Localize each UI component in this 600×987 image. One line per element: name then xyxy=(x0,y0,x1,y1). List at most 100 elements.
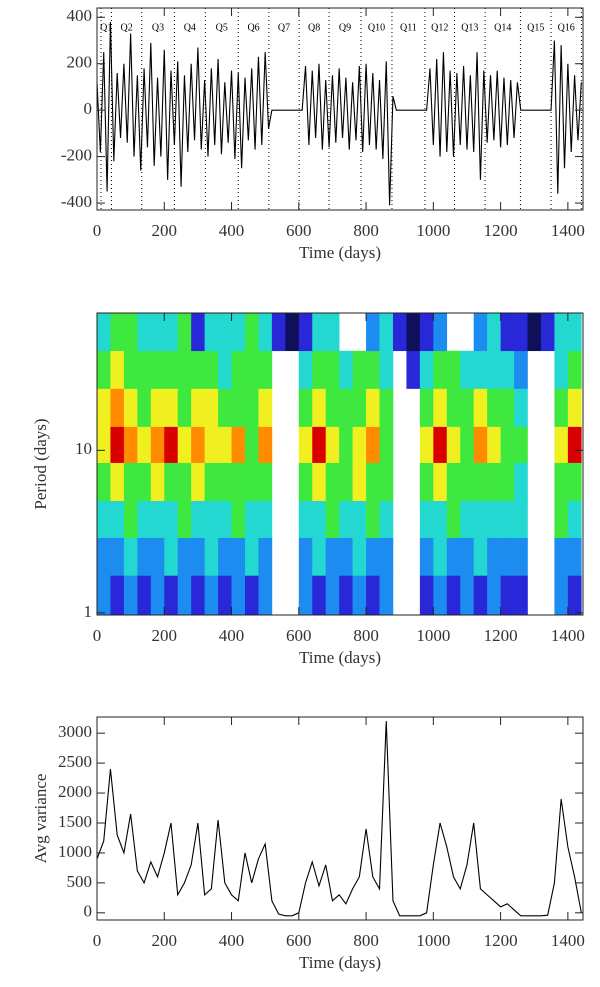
plot-frame xyxy=(96,716,584,921)
heat-cell xyxy=(218,537,232,576)
heat-cell xyxy=(218,350,232,389)
heat-cell xyxy=(554,426,569,463)
heat-cell xyxy=(312,575,327,616)
heat-cell xyxy=(379,350,394,389)
heat-cell xyxy=(191,426,205,463)
x-tick-label: 800 xyxy=(353,626,379,645)
heat-cell xyxy=(298,537,313,576)
heat-cell xyxy=(554,500,569,539)
heat-cell xyxy=(366,500,380,539)
heat-cell xyxy=(137,313,152,352)
heat-cell xyxy=(218,500,232,539)
heat-cell xyxy=(123,388,138,427)
heat-cell xyxy=(500,537,515,576)
heat-cell xyxy=(433,575,448,616)
heat-cell xyxy=(487,388,501,427)
quarter-label: Q8 xyxy=(308,22,320,33)
heat-cell xyxy=(567,575,582,616)
heat-cell xyxy=(500,575,515,616)
heat-cell xyxy=(191,313,205,352)
heat-cell xyxy=(514,462,528,501)
heat-cell xyxy=(150,313,165,352)
y-tick-label: 200 xyxy=(67,53,93,72)
heat-cell xyxy=(567,426,582,463)
heat-cell xyxy=(298,313,313,352)
heat-cell xyxy=(137,575,152,616)
heat-cell xyxy=(339,537,353,576)
heat-cell xyxy=(177,313,192,352)
x-tick-label: 600 xyxy=(286,931,312,950)
heat-cell xyxy=(379,575,394,616)
heat-cell xyxy=(97,350,111,389)
heat-cell xyxy=(446,426,461,463)
heat-cell xyxy=(258,500,273,539)
heat-cell xyxy=(97,537,111,576)
heat-cell xyxy=(137,388,152,427)
quarter-label: Q13 xyxy=(461,22,478,33)
heat-cell xyxy=(150,388,165,427)
y-tick-label: 2500 xyxy=(58,752,92,771)
plot-frame xyxy=(96,7,584,211)
heat-cell xyxy=(325,462,340,501)
y-tick-label: 2000 xyxy=(58,782,92,801)
heat-cell xyxy=(312,537,327,576)
heat-cell xyxy=(500,500,515,539)
heat-cell xyxy=(379,388,394,427)
heat-cell xyxy=(298,462,313,501)
heat-cell xyxy=(433,350,448,389)
y-tick-label: 0 xyxy=(84,99,93,118)
y-tick-label: 10 xyxy=(75,439,92,458)
heat-cell xyxy=(325,388,340,427)
heat-cell xyxy=(271,313,286,352)
x-tick-label: 1200 xyxy=(484,931,518,950)
heat-cell xyxy=(244,537,259,576)
x-axis-label: Time (days) xyxy=(299,953,381,972)
quarter-label: Q4 xyxy=(184,22,196,33)
heat-cell xyxy=(366,575,380,616)
x-tick-label: 1400 xyxy=(551,626,585,645)
heat-cell xyxy=(514,426,528,463)
x-tick-label: 0 xyxy=(93,626,102,645)
heat-cell xyxy=(218,462,232,501)
heat-cell xyxy=(366,426,380,463)
x-tick-label: 600 xyxy=(286,626,312,645)
heat-cell xyxy=(312,350,327,389)
heat-cell xyxy=(487,575,501,616)
heat-cell xyxy=(500,426,515,463)
x-tick-label: 200 xyxy=(152,931,178,950)
heat-cell xyxy=(204,575,219,616)
heat-cell xyxy=(244,500,259,539)
heat-cell xyxy=(137,426,152,463)
heat-cell xyxy=(473,500,488,539)
heat-cell xyxy=(339,462,353,501)
heat-cell xyxy=(554,575,569,616)
y-tick-label: 0 xyxy=(84,902,93,921)
heat-cell xyxy=(150,426,165,463)
heat-cell xyxy=(514,500,528,539)
heat-cell xyxy=(567,537,582,576)
heat-cell xyxy=(473,350,488,389)
heat-cell xyxy=(567,388,582,427)
heat-cell xyxy=(446,350,461,389)
heat-cell xyxy=(177,575,192,616)
heat-cell xyxy=(150,500,165,539)
x-tick-label: 1000 xyxy=(416,221,450,240)
heat-cell xyxy=(352,462,367,501)
heat-cell xyxy=(298,388,313,427)
heat-cell xyxy=(137,537,152,576)
heat-cell xyxy=(285,313,300,352)
heat-cell xyxy=(379,537,394,576)
heat-cell xyxy=(110,388,125,427)
heat-cell xyxy=(473,537,488,576)
heat-cell xyxy=(325,350,340,389)
heat-cell xyxy=(554,537,569,576)
heat-cell xyxy=(231,313,246,352)
heat-cell xyxy=(514,313,528,352)
heat-cell xyxy=(339,575,353,616)
heat-cell xyxy=(352,575,367,616)
x-axis-label: Time (days) xyxy=(299,243,381,262)
heat-cell xyxy=(164,575,179,616)
quarter-label: Q3 xyxy=(152,22,164,33)
